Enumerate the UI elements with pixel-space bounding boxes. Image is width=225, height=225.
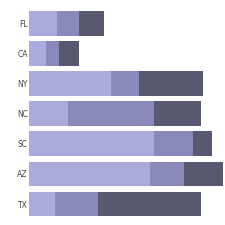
Bar (98, 192, 201, 216)
Bar (68, 101, 154, 126)
Bar (29, 162, 150, 186)
Bar (154, 101, 201, 126)
Bar (29, 192, 55, 216)
Bar (139, 71, 203, 96)
Bar (29, 11, 57, 36)
Bar (184, 162, 223, 186)
Bar (29, 101, 68, 126)
Bar (29, 131, 154, 156)
Bar (55, 192, 98, 216)
Bar (111, 71, 139, 96)
Bar (59, 41, 79, 66)
Bar (79, 11, 104, 36)
Bar (29, 71, 111, 96)
Bar (150, 162, 184, 186)
Bar (46, 41, 59, 66)
Bar (154, 131, 193, 156)
Bar (29, 41, 46, 66)
Bar (193, 131, 212, 156)
Bar (57, 11, 79, 36)
